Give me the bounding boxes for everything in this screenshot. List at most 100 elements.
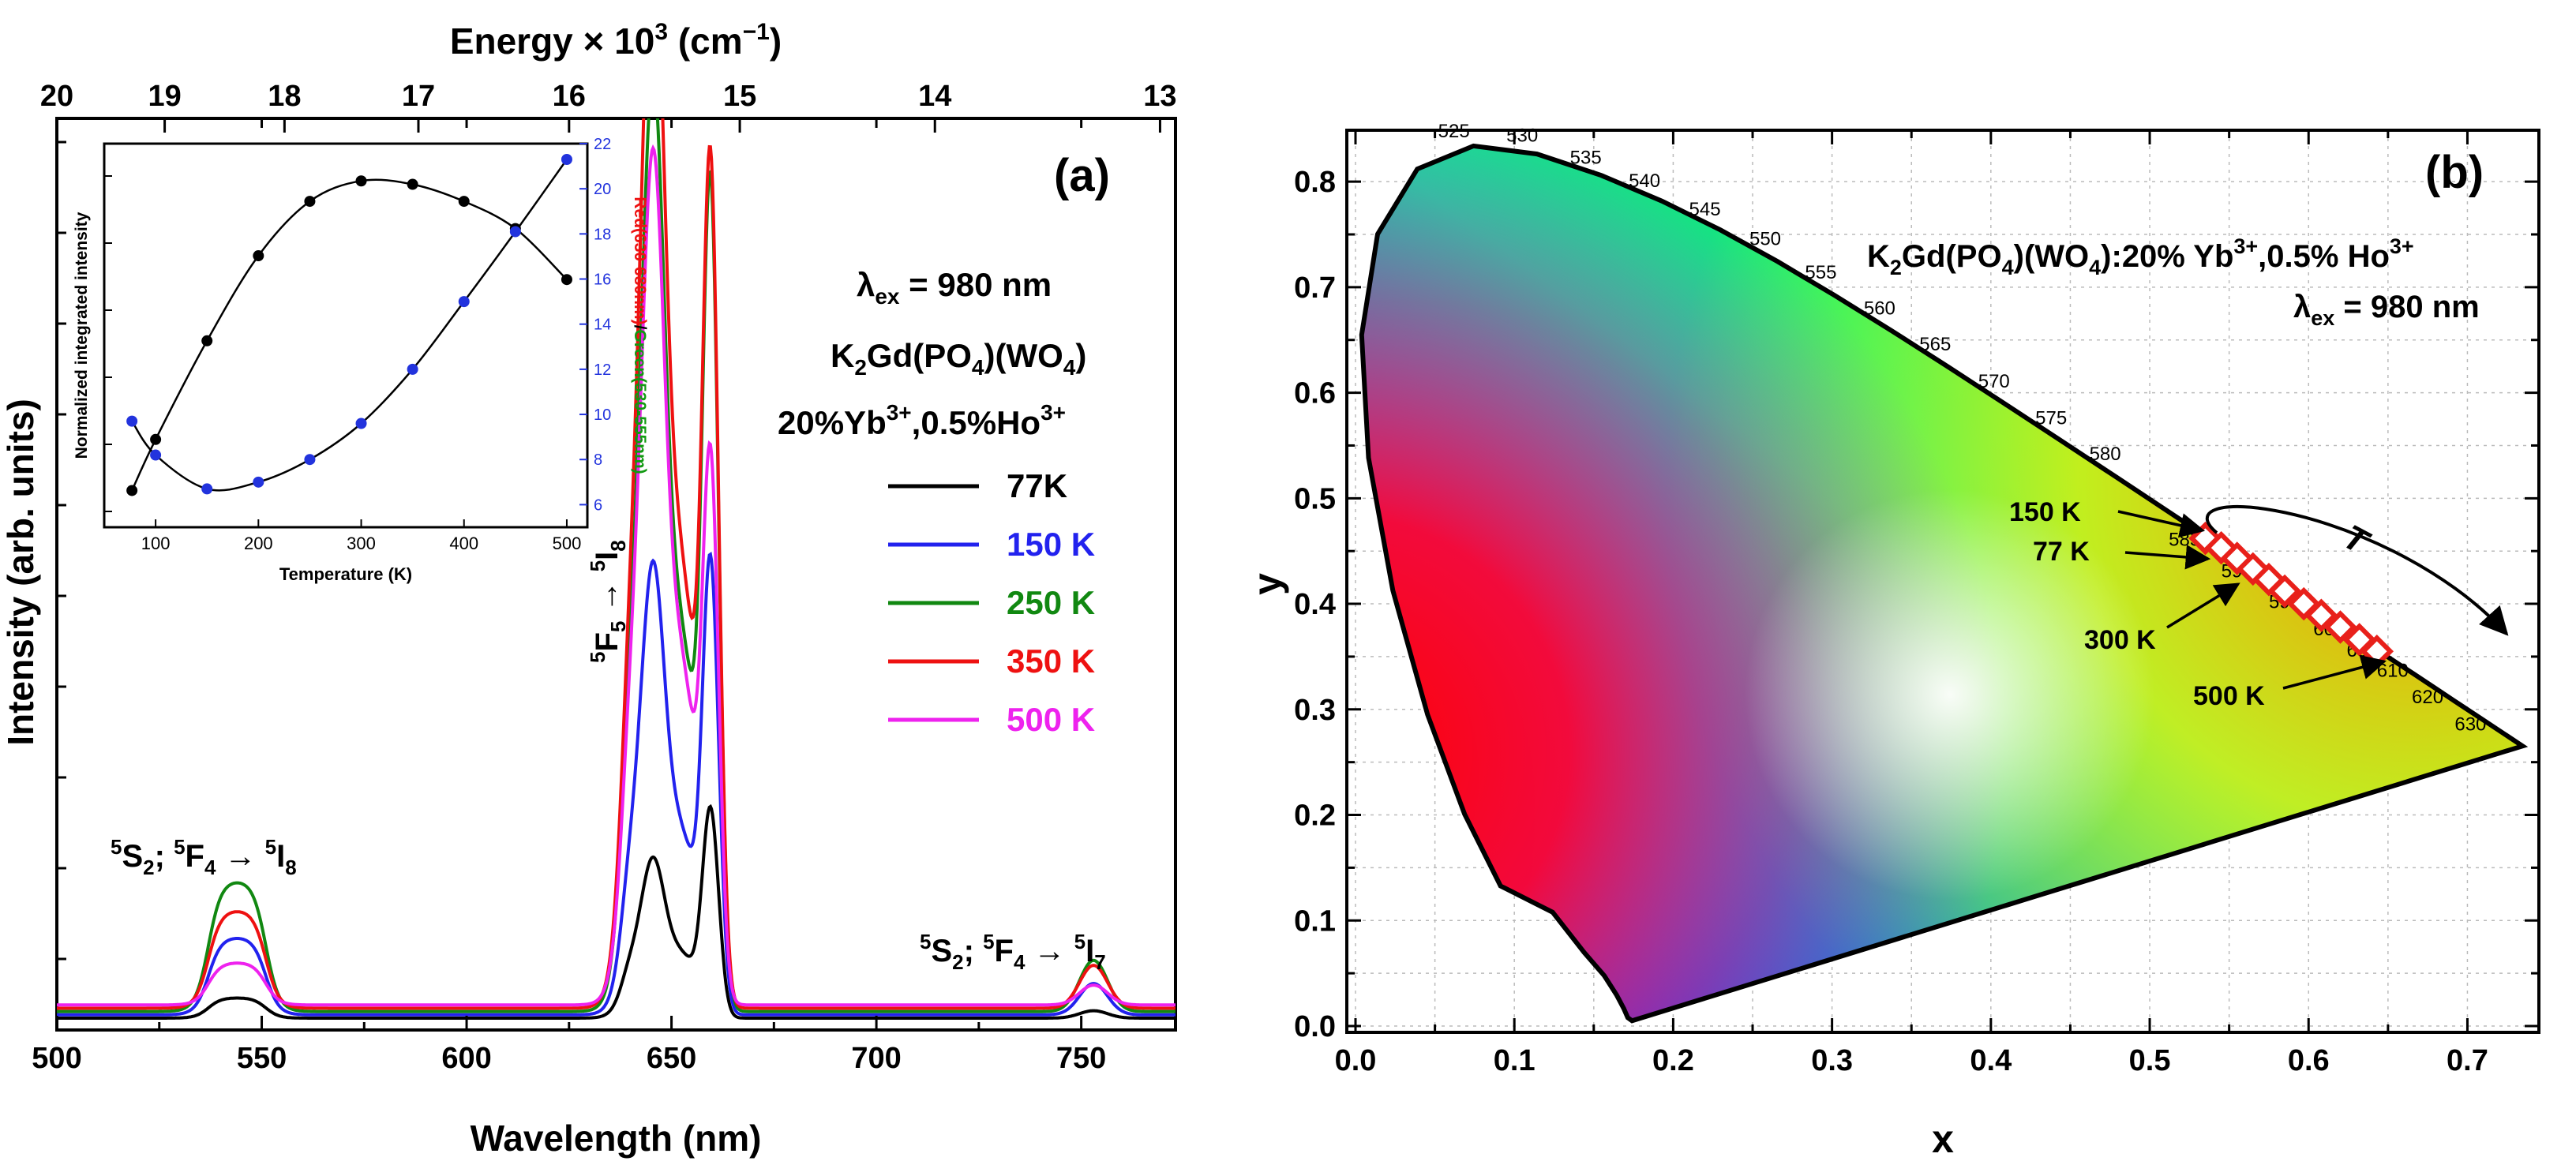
panel-a-top-tick-label: 16 <box>553 80 586 113</box>
panel-a-x-tick-label: 500 <box>32 1042 81 1075</box>
locus-label: 575 <box>2035 408 2067 429</box>
panel-a-doping: 20%Yb3+,0.5%Ho3+ <box>778 400 1066 441</box>
panel-b-excitation: λex = 980 nm <box>2293 290 2480 330</box>
annotation-nir-transition: 5S2; 5F4 → 5I7 <box>920 930 1106 974</box>
inset-xlabel: Temperature (K) <box>279 564 412 584</box>
cie-point <box>2342 623 2376 657</box>
inset-ratio-point <box>407 363 418 375</box>
panel-a-excitation: λex = 980 nm <box>857 266 1052 309</box>
arrow-77k <box>2124 545 2211 570</box>
locus-label: 530 <box>1506 125 1538 146</box>
panel-a-top-tick-label: 15 <box>723 80 756 113</box>
legend-label: 350 K <box>1007 642 1095 680</box>
panel-a-xlabel: Wavelength (nm) <box>471 1118 762 1159</box>
panel-b-label: (b) <box>2425 147 2484 198</box>
inset-y2-tick-label: 20 <box>594 181 611 198</box>
inset-content: 100 200 300 400 500 6 8 10 12 14 16 18 20 22 <box>104 136 611 553</box>
inset-ratio-point <box>458 296 470 308</box>
locus-label: 550 <box>1749 228 1781 249</box>
inset-y2-tick-label: 12 <box>594 361 611 379</box>
spectrum-line-5 <box>57 144 1176 1007</box>
spectrum-line-2 <box>57 551 1176 1017</box>
inset-y2-tick-label: 6 <box>594 496 602 514</box>
panel-a-label: (a) <box>1054 150 1110 201</box>
panel-b-y-tick-label: 0.6 <box>1294 377 1336 410</box>
cie-point <box>2267 574 2302 609</box>
inset-ratio-point <box>304 454 316 466</box>
annotation-red-transition: 5F5 → 5I8 <box>586 540 630 663</box>
cie-coordinate-points <box>2188 521 2394 669</box>
panel-b-y-tick-label: 0.4 <box>1294 588 1336 621</box>
panel-a-top-tick-label: 20 <box>40 80 73 113</box>
legend-label: 150 K <box>1007 526 1095 563</box>
inset-normalized-point <box>201 335 213 346</box>
panel-a-top-tick-label: 18 <box>268 80 301 113</box>
inset-ylabel-left: Normalized integrated intensity <box>73 212 91 459</box>
locus-label: 545 <box>1689 199 1721 220</box>
inset-ratio-point <box>561 154 572 166</box>
panel-a-legend: 77K 150 K 250 K 350 K 500 K <box>888 467 1095 738</box>
panel-a-x-ticks: 500 550 600 650 700 750 <box>32 118 1106 1075</box>
inset-y2-tick-label: 14 <box>594 316 611 334</box>
panel-b-y-tick-label: 0.1 <box>1294 904 1336 938</box>
locus-label: 630 <box>2454 714 2486 736</box>
inset-ratio-point <box>126 415 138 427</box>
inset-ratio-point <box>509 226 521 238</box>
locus-label: 570 <box>1978 371 2010 392</box>
inset-y2-tick-label: 18 <box>594 226 611 243</box>
locus-label: 620 <box>2412 687 2443 708</box>
locus-label: 535 <box>1570 147 1602 168</box>
panel-b-y-tick-label: 0.8 <box>1294 166 1336 199</box>
legend-label: 250 K <box>1007 584 1095 621</box>
panel-a-x-tick-label: 650 <box>647 1042 696 1075</box>
inset-y2-tick-label: 10 <box>594 406 611 424</box>
legend-label: 500 K <box>1007 701 1095 738</box>
annotation-green-transition: 5S2; 5F4 → 5I8 <box>111 835 297 879</box>
panel-b: 5255305355405455505555605655705755805855… <box>1245 121 2540 1161</box>
panel-a-ylabel: Intensity (arb. units) <box>0 399 41 746</box>
panel-b-y-tick-label: 0.3 <box>1294 694 1336 727</box>
panel-b-x-tick-label: 0.7 <box>2447 1044 2488 1077</box>
inset-normalized-point <box>126 485 138 496</box>
inset-x-tick-label: 200 <box>244 534 273 553</box>
locus-label: 560 <box>1864 298 1895 320</box>
inset-normalized-line <box>131 178 568 492</box>
cie-point <box>2304 598 2338 633</box>
panel-a-x-tick-label: 550 <box>237 1042 287 1075</box>
arrow-300k <box>2166 582 2240 629</box>
panel-b-x-tick-label: 0.4 <box>1970 1044 2012 1077</box>
panel-a-compound: K2Gd(PO4)(WO4) <box>831 337 1086 380</box>
panel-a-top-ticks: 20 19 18 17 16 15 14 13 <box>40 80 1177 133</box>
inset-y2-tick-label: 16 <box>594 272 611 289</box>
panel-b-x-tick-label: 0.6 <box>2288 1044 2330 1077</box>
spectrum-line-1 <box>57 803 1176 1020</box>
inset-chart: 100 200 300 400 500 6 8 10 12 14 16 18 20 22 Temperat… <box>73 136 649 584</box>
panel-b-y-tick-label: 0.5 <box>1294 482 1336 515</box>
locus-label: 565 <box>1919 334 1951 355</box>
inset-y2-tick-label: 22 <box>594 136 611 153</box>
inset-ratio-point <box>150 449 162 461</box>
panel-b-x-tick-label: 0.3 <box>1811 1044 1853 1077</box>
arrow-150k <box>2117 510 2206 538</box>
panel-b-y-tick-label: 0.2 <box>1294 800 1336 833</box>
inset-normalized-point <box>253 250 264 262</box>
locus-label: 525 <box>1438 121 1470 142</box>
label-300k: 300 K <box>2084 625 2156 655</box>
temperature-arrow <box>2205 504 2509 636</box>
label-500k: 500 K <box>2193 681 2265 711</box>
panel-a-x-tick-label: 700 <box>851 1042 901 1075</box>
inset-x-tick-label: 100 <box>141 534 171 553</box>
panel-a-curves <box>57 118 1176 1020</box>
panel-b-x-tick-label: 0.0 <box>1335 1044 1377 1077</box>
inset-ratio-point <box>355 418 367 429</box>
panel-b-compound: K2Gd(PO4)(WO4):20% Yb3+,0.5% Ho3+ <box>1867 234 2414 279</box>
locus-label: 555 <box>1805 262 1836 283</box>
inset-normalized-point <box>355 175 367 187</box>
legend-label: 77K <box>1007 467 1067 504</box>
inset-normalized-point <box>304 196 316 208</box>
locus-label: 540 <box>1629 170 1660 192</box>
panel-b-ylabel: y <box>1245 573 1289 595</box>
panel-a-top-tick-label: 19 <box>148 80 181 113</box>
panel-a-top-tick-label: 14 <box>918 80 951 113</box>
